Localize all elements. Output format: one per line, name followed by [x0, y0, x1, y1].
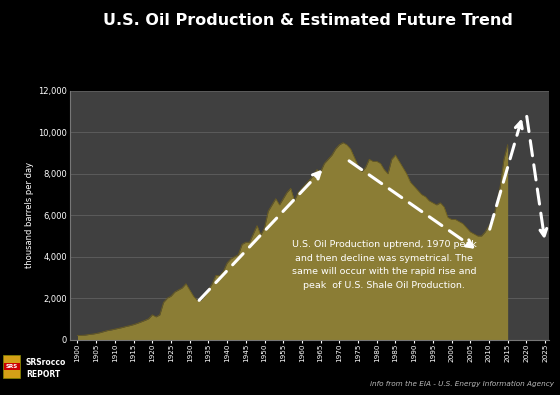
Text: U.S. Oil Production & Estimated Future Trend: U.S. Oil Production & Estimated Future T… [103, 13, 513, 28]
Y-axis label: thousand barrels per day: thousand barrels per day [25, 162, 34, 268]
Text: SRS: SRS [6, 364, 18, 369]
Text: 🇺🇸: 🇺🇸 [47, 14, 65, 29]
Bar [3, 356, 20, 378]
Text: REPORT: REPORT [26, 370, 60, 379]
Text: SRSrocco: SRSrocco [26, 358, 66, 367]
Bar [4, 363, 20, 370]
Text: U.S. Oil Production uptrend, 1970 peak
and then decline was symetrical. The
same: U.S. Oil Production uptrend, 1970 peak a… [292, 240, 477, 290]
Text: info from the EIA - U.S. Energy Information Agency: info from the EIA - U.S. Energy Informat… [370, 381, 554, 387]
Text: SRS: SRS [4, 364, 18, 369]
